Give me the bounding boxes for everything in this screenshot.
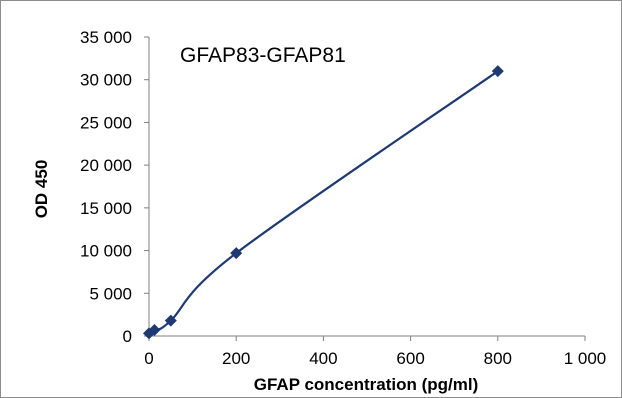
y-tick-label: 30 000 xyxy=(80,71,132,90)
x-tick-label: 400 xyxy=(309,349,337,368)
x-axis-title: GFAP concentration (pg/ml) xyxy=(254,375,478,394)
x-tick-label: 200 xyxy=(222,349,250,368)
y-tick-label: 25 000 xyxy=(80,113,132,132)
y-axis-title: OD 450 xyxy=(32,160,51,219)
x-tick-label: 1 000 xyxy=(564,349,607,368)
data-point-marker xyxy=(230,247,243,260)
data-point-marker xyxy=(491,65,504,78)
y-tick-label: 0 xyxy=(123,327,132,346)
chart-title: GFAP83-GFAP81 xyxy=(180,44,346,67)
data-point-marker xyxy=(164,314,177,327)
series-layer xyxy=(143,65,504,340)
axes: 0 5 000 10 000 15 000 20 000 25 000 30 000 35 0… xyxy=(80,28,606,368)
y-tick-label: 5 000 xyxy=(89,284,132,303)
x-tick-label: 600 xyxy=(396,349,424,368)
data-point-marker xyxy=(148,324,161,337)
y-tick-label: 35 000 xyxy=(80,28,132,47)
y-tick-label: 10 000 xyxy=(80,242,132,261)
x-tick-label: 0 xyxy=(144,349,153,368)
y-tick-label: 15 000 xyxy=(80,199,132,218)
y-tick-label: 20 000 xyxy=(80,156,132,175)
series-line xyxy=(148,70,499,335)
x-tick-label: 800 xyxy=(484,349,512,368)
